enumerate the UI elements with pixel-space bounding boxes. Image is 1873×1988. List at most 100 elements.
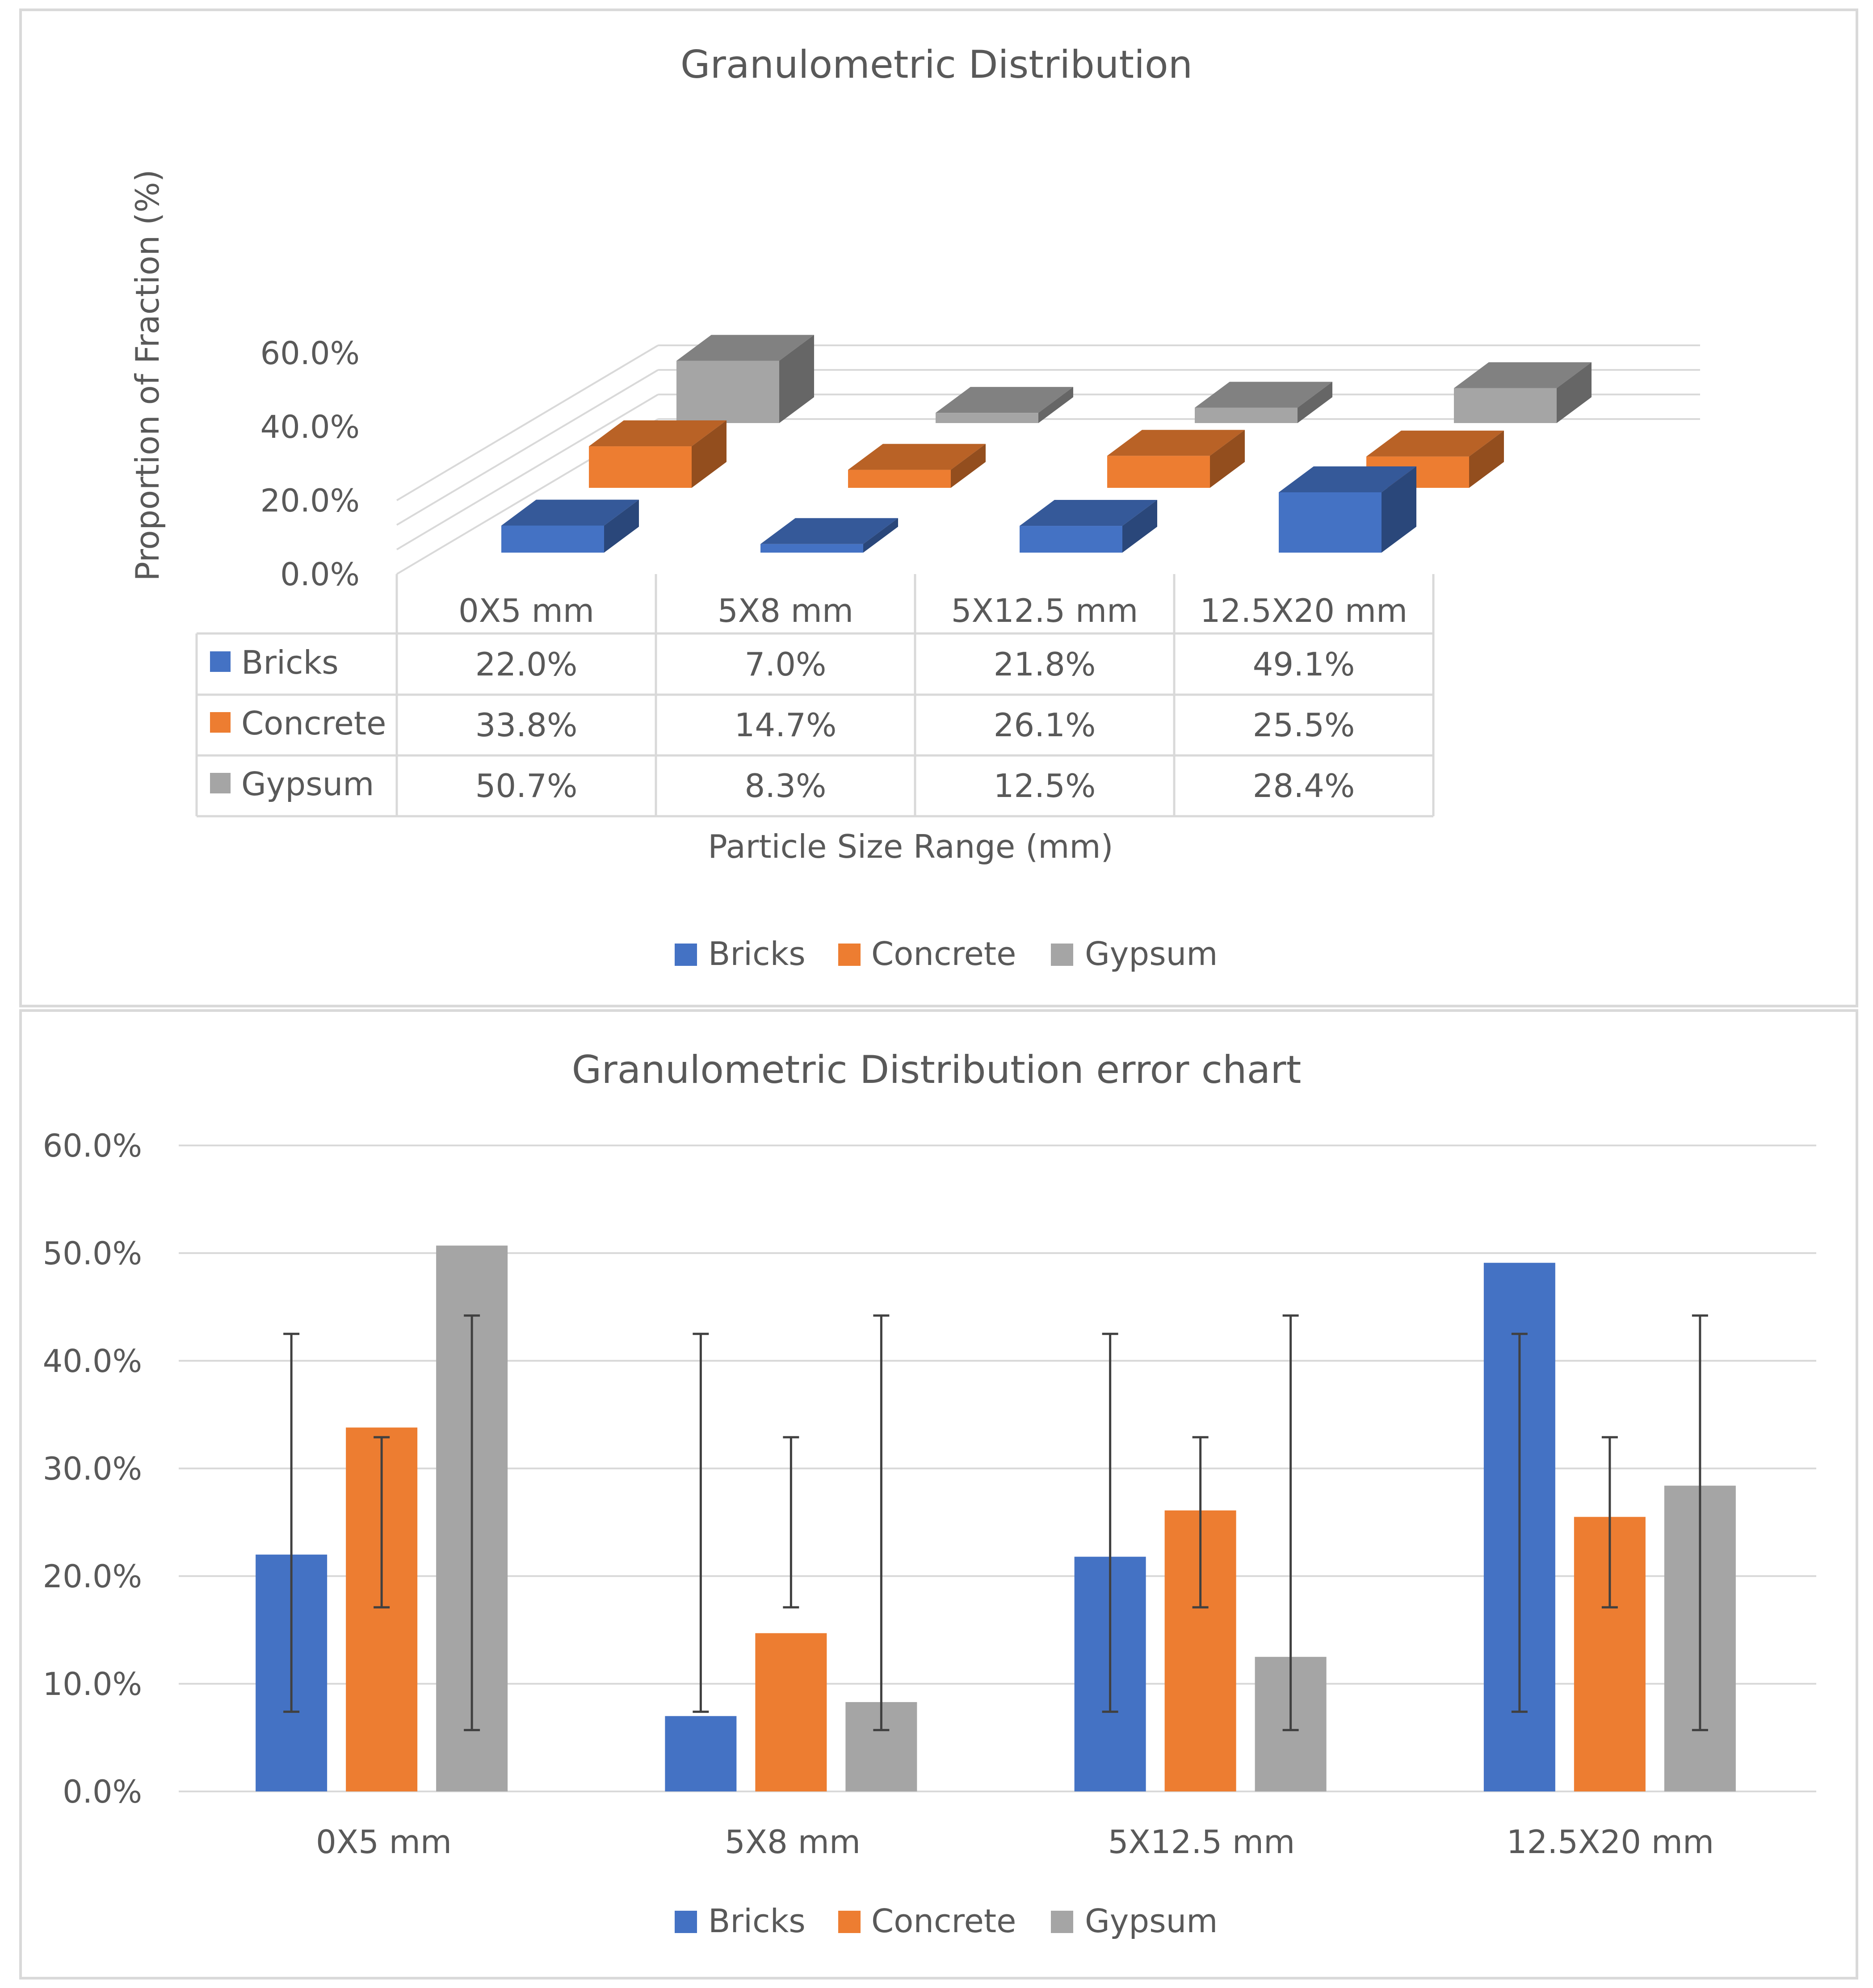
bar-side <box>1469 430 1504 488</box>
chart2-title: Granulometric Distribution error chart <box>572 1048 1302 1092</box>
table-legend-key-bricks <box>210 651 231 672</box>
bar-3d-gypsum <box>1454 362 1592 423</box>
legend-key-bricks <box>675 1911 697 1933</box>
chart2-xtick: 5X12.5 mm <box>1108 1823 1295 1861</box>
bar-side <box>692 420 727 488</box>
error-bar-gypsum <box>873 1314 890 1732</box>
legend-label-bricks: Bricks <box>708 1902 806 1940</box>
chart1-table-row-gypsum: Gypsum 50.7% 8.3% 12.5% 28.4% <box>210 765 1355 805</box>
chart2-ytick: 30.0% <box>43 1451 142 1487</box>
bar-face <box>936 413 1038 423</box>
bar-concrete <box>755 1633 827 1791</box>
chart2-y-tick-labels: 0.0% 10.0% 20.0% 30.0% 40.0% 50.0% 60.0% <box>43 1128 142 1810</box>
chart2-ytick: 20.0% <box>43 1558 142 1595</box>
chart1-bars <box>501 335 1592 553</box>
table-row-label: Gypsum <box>241 765 374 803</box>
bar-face <box>1279 492 1382 553</box>
legend-label-concrete: Concrete <box>871 935 1016 973</box>
error-bar-gypsum <box>1282 1314 1299 1732</box>
table-header-cell: 12.5X20 mm <box>1200 592 1407 629</box>
table-cell: 14.7% <box>735 706 837 744</box>
chart2-error-bars <box>283 1314 1708 1732</box>
bar-bricks <box>665 1716 737 1791</box>
error-bar-concrete <box>374 1436 390 1609</box>
bar-side <box>1382 466 1416 553</box>
chart1-table-header: 0X5 mm 5X8 mm 5X12.5 mm 12.5X20 mm <box>458 592 1407 629</box>
chart1-table-row-concrete: Concrete 33.8% 14.7% 26.1% 25.5% <box>210 705 1355 744</box>
bar-side <box>779 335 814 423</box>
bar-top <box>760 518 898 544</box>
chart1-ytick: 60.0% <box>260 335 360 372</box>
table-cell: 50.7% <box>475 767 578 805</box>
legend-key-gypsum <box>1051 944 1073 966</box>
legend-label-gypsum: Gypsum <box>1085 1902 1218 1940</box>
chart1-table-row-bricks: Bricks 22.0% 7.0% 21.8% 49.1% <box>210 644 1355 683</box>
legend-label-concrete: Concrete <box>871 1902 1016 1940</box>
bar-3d-bricks <box>501 499 639 553</box>
table-cell: 28.4% <box>1253 767 1355 805</box>
bar-3d-bricks <box>1279 466 1416 553</box>
chart1-ytick: 0.0% <box>280 556 360 593</box>
bar-face <box>1107 456 1210 488</box>
error-bar-concrete <box>1192 1436 1209 1609</box>
bar-top <box>1279 466 1416 492</box>
table-cell: 26.1% <box>994 706 1096 744</box>
chart2-ytick: 0.0% <box>63 1774 142 1810</box>
bar-side <box>863 518 898 553</box>
table-cell: 49.1% <box>1253 646 1355 683</box>
chart1-data-table <box>195 574 1435 818</box>
bar-3d-concrete <box>1107 430 1245 488</box>
legend-key-concrete <box>838 1911 861 1933</box>
bar-3d-gypsum <box>1195 382 1332 423</box>
table-legend-key-concrete <box>210 712 231 733</box>
bar-face <box>1454 388 1557 423</box>
error-bar-gypsum <box>1692 1314 1708 1732</box>
bar-face <box>1195 407 1298 423</box>
table-cell: 21.8% <box>994 646 1096 683</box>
bar-face <box>1020 526 1122 553</box>
chart1-ylabel: Proportion of Fraction (%) <box>129 169 166 581</box>
bar-top <box>501 499 639 526</box>
bar-top <box>936 387 1073 413</box>
error-bar-bricks <box>1511 1333 1528 1713</box>
bar-top <box>676 335 814 361</box>
bar-top <box>1020 500 1157 526</box>
bar-side <box>1298 382 1332 423</box>
chart-panel-3d <box>19 8 1858 1007</box>
chart2-bars <box>256 1246 1736 1791</box>
bar-top <box>1366 430 1504 457</box>
bar-face <box>676 361 779 423</box>
bar-3d-bricks <box>1020 500 1157 553</box>
table-cell: 12.5% <box>994 767 1096 805</box>
bar-3d-gypsum <box>676 335 814 423</box>
error-bar-bricks <box>693 1333 709 1713</box>
legend-label-bricks: Bricks <box>708 935 806 973</box>
bar-top <box>1107 430 1245 456</box>
bar-side <box>951 444 986 488</box>
chart2-xtick: 0X5 mm <box>316 1823 452 1861</box>
bar-top <box>1454 362 1592 388</box>
legend-key-concrete <box>838 944 861 966</box>
error-bar-bricks <box>1102 1333 1118 1713</box>
chart1-ytick: 40.0% <box>260 409 360 445</box>
error-bar-concrete <box>783 1436 799 1609</box>
bar-side <box>604 499 639 553</box>
bar-side <box>1210 430 1245 488</box>
bar-face <box>589 446 692 488</box>
bar-face <box>760 544 863 553</box>
table-cell: 22.0% <box>475 646 578 683</box>
table-header-cell: 5X12.5 mm <box>951 592 1138 629</box>
error-bar-gypsum <box>464 1314 480 1732</box>
chart-error-bars: Granulometric Distribution error chart 0… <box>43 1048 1816 1940</box>
chart1-title: Granulometric Distribution <box>680 42 1193 87</box>
bar-3d-concrete <box>589 420 727 488</box>
chart2-ytick: 40.0% <box>43 1343 142 1380</box>
bar-3d-bricks <box>760 518 898 553</box>
table-row-label: Concrete <box>241 705 386 742</box>
chart1-y-tick-labels: 0.0% 20.0% 40.0% 60.0% <box>260 335 360 593</box>
bar-face <box>848 470 951 488</box>
bar-face <box>501 525 604 553</box>
bar-side <box>1557 362 1592 423</box>
table-cell: 8.3% <box>745 767 827 805</box>
